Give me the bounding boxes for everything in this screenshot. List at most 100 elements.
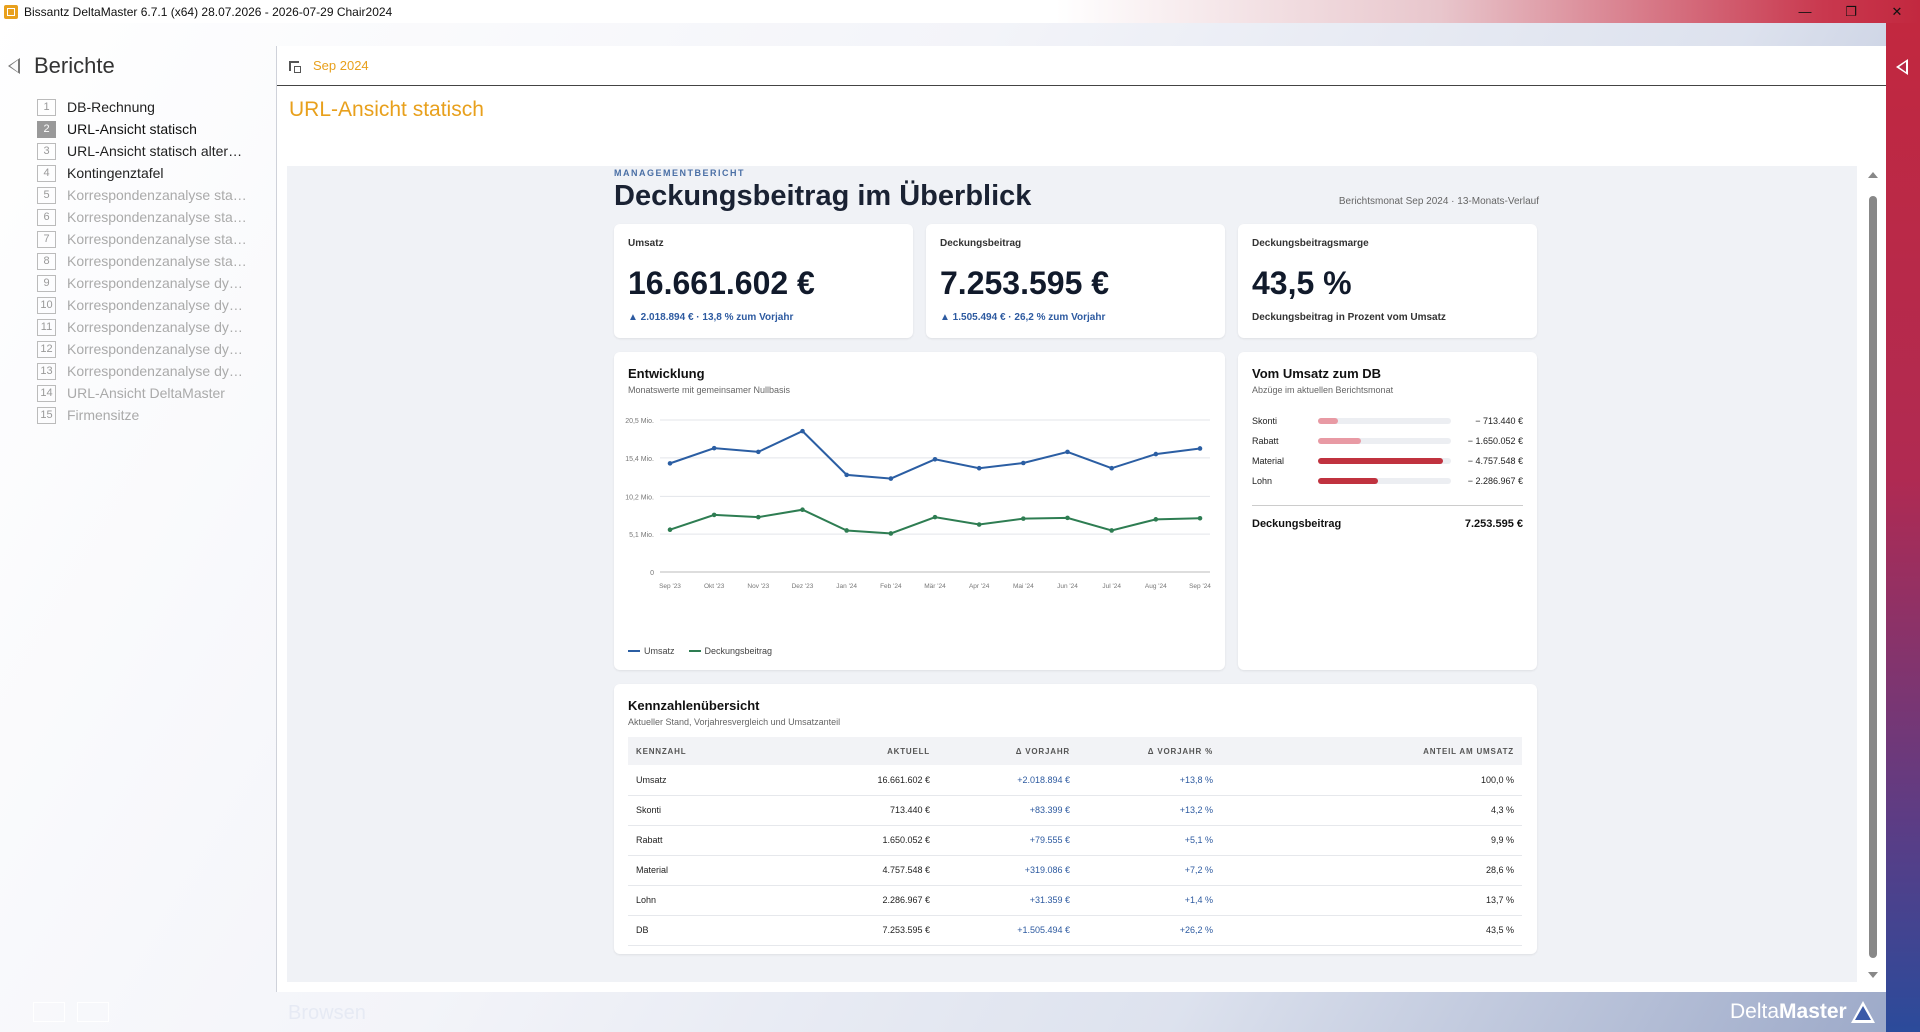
table-cell: +83.399 € [938,795,1078,826]
window-title: Bissantz DeltaMaster 6.7.1 (x64) 28.07.2… [24,4,393,19]
report-number: 11 [37,318,56,336]
column-header: KENNZAHL [628,737,788,765]
deduction-bar [1318,458,1444,464]
report-number: 2 [37,120,56,138]
x-tick-label: Jun '24 [1057,583,1078,590]
sidebar-header: Berichte [8,53,115,79]
restore-button[interactable]: ❐ [1845,3,1857,19]
data-point [1065,515,1070,521]
report-item[interactable]: 7 Korrespondenzanalyse statis... [37,228,277,250]
report-item[interactable]: 4 Kontingenztafel [37,162,277,184]
table-cell: +5,1 % [1078,825,1221,856]
scroll-thumb[interactable] [1869,196,1877,958]
data-point [667,461,673,466]
data-point [1109,528,1114,533]
report-number: 10 [37,296,56,314]
report-meta: Berichtsmonat Sep 2024 · 13-Monats-Verla… [1338,196,1539,207]
data-point [1109,465,1114,471]
scroll-down-icon[interactable] [1868,972,1878,978]
x-tick-label: Sep '24 [1189,583,1211,590]
table-cell: +7,2 % [1078,855,1221,886]
deduction-label: Skonti [1252,416,1278,426]
report-item[interactable]: 3 URL-Ansicht statisch alternat... [37,140,277,162]
filter-icon[interactable] [289,60,301,73]
report-label: URL-Ansicht DeltaMaster [67,385,225,401]
main-panel: Sep 2024 URL-Ansicht statisch MANAGEMENT… [276,46,1886,992]
kpi-delta: ▲ 1.505.494 € · 26,2 % zum Vorjahr [940,312,1106,323]
report-number: 8 [37,252,56,270]
report-item[interactable]: 15 Firmensitze [37,404,277,426]
report-item[interactable]: 13 Korrespondenzanalyse dyna... [37,360,277,382]
report-label: Korrespondenzanalyse statis... [67,231,247,247]
table-cell: Umsatz [628,765,788,796]
chart-subtitle: Monatswerte mit gemeinsamer Nullbasis [628,385,791,395]
data-point [667,527,673,533]
table-cell: 4,3 % [1221,795,1522,826]
table-cell: +1,4 % [1078,885,1221,916]
report-canvas: MANAGEMENTBERICHT Deckungsbeitrag im Übe… [287,166,1857,982]
minimize-button[interactable]: — [1798,4,1812,19]
umsatz-to-db-card: Vom Umsatz zum DB Abzüge im aktuellen Be… [1238,352,1537,670]
report-item[interactable]: 8 Korrespondenzanalyse statis... [37,250,277,272]
table-cell: +2.018.894 € [938,765,1078,796]
x-tick-label: Mai '24 [1013,583,1034,590]
vertical-scrollbar[interactable] [1866,166,1880,982]
scroll-up-icon[interactable] [1868,172,1878,178]
x-tick-label: Jan '24 [836,583,857,590]
legend-swatch [628,650,640,652]
chart-view-icon[interactable] [33,1002,65,1022]
data-point [932,514,938,520]
right-panel-strip [1886,23,1920,1032]
table-cell: +1.505.494 € [938,915,1078,946]
report-item[interactable]: 11 Korrespondenzanalyse dyna... [37,316,277,338]
kpi-value: 7.253.595 € [940,265,1110,301]
table-row: Material 4.757.548 € +319.086 € +7,2 % 28,6 … [628,855,1522,886]
period-filter[interactable]: Sep 2024 [313,58,369,73]
x-tick-label: Aug '24 [1145,583,1167,590]
deduction-bar [1318,478,1379,484]
report-item[interactable]: 6 Korrespondenzanalyse statis... [37,206,277,228]
report-item[interactable]: 10 Korrespondenzanalyse dyna... [37,294,277,316]
report-item[interactable]: 12 Korrespondenzanalyse dyna... [37,338,277,360]
report-label: Kontingenztafel [67,165,164,181]
report-title: Deckungsbeitrag im Überblick [614,180,1032,212]
table-row: Rabatt 1.650.052 € +79.555 € +5,1 % 9,9 % [628,825,1522,856]
data-point [1021,460,1026,466]
expand-panel-icon[interactable] [1896,59,1908,75]
table-title: Kennzahlenübersicht [628,698,760,713]
data-point [1021,516,1026,521]
table-cell: Skonti [628,795,788,826]
legend-item: Umsatz [628,646,675,656]
data-point [976,522,982,527]
close-button[interactable]: ✕ [1891,3,1903,19]
mode-label[interactable]: Browsen [288,1002,366,1024]
deduction-row: Skonti − 713.440 € [1252,411,1523,431]
report-item[interactable]: 5 Korrespondenzanalyse statis... [37,184,277,206]
report-label: Korrespondenzanalyse statis... [67,253,247,269]
x-tick-label: Mär '24 [924,583,946,590]
report-item[interactable]: 2 URL-Ansicht statisch [37,118,277,140]
table-cell: 16.661.602 € [788,765,938,796]
report-number: 12 [37,340,56,358]
reports-sidebar: Berichte 1 DB-Rechnung 2 URL-Ansicht statis… [0,23,276,983]
report-item[interactable]: 9 Korrespondenzanalyse dyna... [37,272,277,294]
kpi-label: Umsatz [628,238,664,249]
bottom-tools [33,1002,109,1022]
y-tick-label: 10,2 Mio. [625,494,654,501]
report-eyebrow: MANAGEMENTBERICHT [614,168,745,178]
report-number: 9 [37,274,56,292]
table-row: DB 7.253.595 € +1.505.494 € +26,2 % 43,5 % [628,915,1522,946]
table-row: Skonti 713.440 € +83.399 € +13,2 % 4,3 % [628,795,1522,826]
report-item[interactable]: 14 URL-Ansicht DeltaMaster [37,382,277,404]
edit-icon[interactable] [77,1002,109,1022]
table-cell: 43,5 % [1221,915,1522,946]
window-titlebar: Bissantz DeltaMaster 6.7.1 (x64) 28.07.2… [0,0,1920,23]
total-label: Deckungsbeitrag [1252,518,1342,530]
table-cell: Rabatt [628,825,788,856]
table-cell: 28,6 % [1221,855,1522,886]
deduction-value: − 2.286.967 € [1467,476,1523,486]
report-item[interactable]: 1 DB-Rechnung [37,96,277,118]
kpi-value: 43,5 % [1252,265,1352,301]
back-arrow-icon[interactable] [8,58,20,74]
table-row: Umsatz 16.661.602 € +2.018.894 € +13,8 % 100… [628,765,1522,796]
